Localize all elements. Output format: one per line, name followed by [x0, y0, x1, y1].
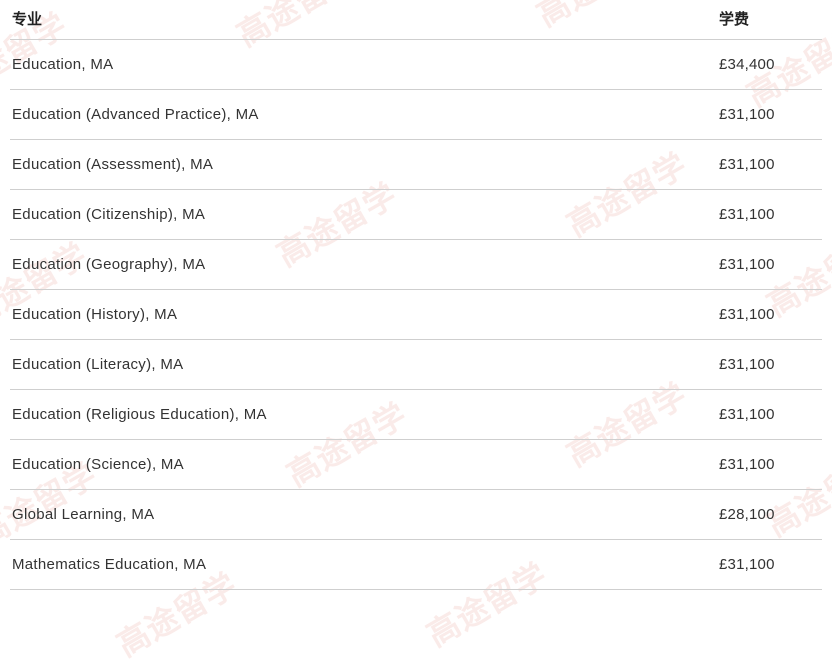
table-row: Education (Citizenship), MA £31,100: [10, 190, 822, 240]
cell-major: Mathematics Education, MA: [10, 540, 717, 590]
table-body: Education, MA £34,400 Education (Advance…: [10, 40, 822, 590]
cell-major: Education (Religious Education), MA: [10, 390, 717, 440]
table-row: Education (Assessment), MA £31,100: [10, 140, 822, 190]
cell-major: Global Learning, MA: [10, 490, 717, 540]
cell-major: Education, MA: [10, 40, 717, 90]
cell-major: Education (History), MA: [10, 290, 717, 340]
cell-fee: £31,100: [717, 440, 822, 490]
tuition-table: 专业 学费 Education, MA £34,400 Education (A…: [10, 0, 822, 590]
table-row: Education (Science), MA £31,100: [10, 440, 822, 490]
cell-fee: £31,100: [717, 390, 822, 440]
table-row: Education (Religious Education), MA £31,…: [10, 390, 822, 440]
table-row: Global Learning, MA £28,100: [10, 490, 822, 540]
cell-fee: £31,100: [717, 90, 822, 140]
cell-fee: £28,100: [717, 490, 822, 540]
table-row: Education, MA £34,400: [10, 40, 822, 90]
cell-major: Education (Advanced Practice), MA: [10, 90, 717, 140]
cell-fee: £34,400: [717, 40, 822, 90]
table-row: Mathematics Education, MA £31,100: [10, 540, 822, 590]
cell-fee: £31,100: [717, 290, 822, 340]
cell-fee: £31,100: [717, 340, 822, 390]
column-header-fee: 学费: [717, 0, 822, 40]
table-row: Education (Literacy), MA £31,100: [10, 340, 822, 390]
cell-major: Education (Literacy), MA: [10, 340, 717, 390]
cell-major: Education (Geography), MA: [10, 240, 717, 290]
table-row: Education (Advanced Practice), MA £31,10…: [10, 90, 822, 140]
cell-fee: £31,100: [717, 240, 822, 290]
cell-major: Education (Science), MA: [10, 440, 717, 490]
column-header-major: 专业: [10, 0, 717, 40]
cell-fee: £31,100: [717, 540, 822, 590]
tuition-table-container: 专业 学费 Education, MA £34,400 Education (A…: [0, 0, 832, 590]
cell-fee: £31,100: [717, 140, 822, 190]
table-row: Education (History), MA £31,100: [10, 290, 822, 340]
cell-major: Education (Citizenship), MA: [10, 190, 717, 240]
table-row: Education (Geography), MA £31,100: [10, 240, 822, 290]
cell-major: Education (Assessment), MA: [10, 140, 717, 190]
table-header-row: 专业 学费: [10, 0, 822, 40]
cell-fee: £31,100: [717, 190, 822, 240]
